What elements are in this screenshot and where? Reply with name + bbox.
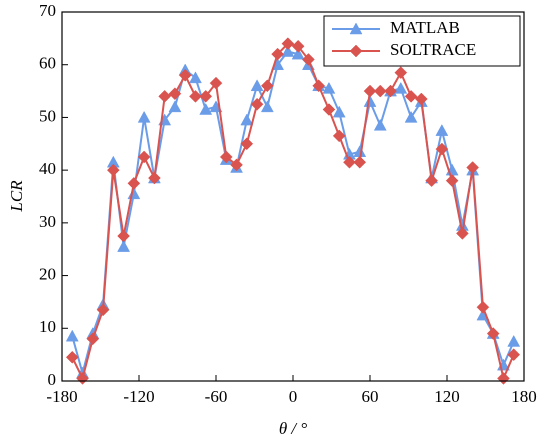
y-axis-label: LCR: [7, 180, 26, 213]
y-tick-label: 50: [39, 106, 56, 125]
data-point: [230, 158, 243, 172]
data-point: [137, 110, 151, 123]
y-tick-label: 40: [39, 159, 56, 178]
y-tick-label: 10: [39, 317, 56, 336]
data-point: [486, 327, 500, 340]
data-point: [117, 229, 130, 243]
data-point: [353, 155, 367, 169]
data-point: [425, 174, 438, 188]
y-tick-label: 60: [39, 54, 56, 73]
data-point: [168, 87, 182, 101]
legend-label: SOLTRACE: [390, 40, 476, 59]
y-tick-label: 30: [39, 212, 56, 231]
data-point: [219, 150, 233, 164]
data-point: [332, 129, 346, 143]
data-point: [291, 39, 305, 53]
data-point: [466, 161, 480, 174]
data-point: [199, 102, 213, 115]
data-point: [260, 100, 274, 113]
data-point: [322, 103, 336, 116]
data-point: [363, 95, 377, 107]
data-point: [373, 84, 387, 98]
data-point: [363, 84, 377, 98]
data-point: [106, 163, 120, 177]
y-tick-label: 70: [39, 1, 56, 20]
data-point: [302, 53, 315, 66]
data-point: [322, 81, 336, 94]
y-tick-label: 0: [48, 370, 57, 389]
data-point: [260, 79, 274, 93]
data-point: [373, 118, 387, 131]
data-point: [312, 79, 326, 93]
data-point: [240, 137, 254, 151]
data-point: [353, 145, 367, 157]
x-tick-label: -60: [205, 387, 228, 406]
legend-marker: [349, 44, 363, 58]
x-tick-label: 180: [511, 387, 537, 406]
x-tick-label: 120: [434, 387, 460, 406]
x-axis-label: θ / °: [279, 419, 308, 438]
data-point: [281, 37, 295, 50]
data-point: [404, 110, 418, 123]
data-point: [404, 89, 418, 103]
data-point: [507, 334, 521, 347]
series-line: [71, 50, 515, 377]
data-point: [394, 66, 408, 79]
data-point: [507, 348, 521, 361]
data-point: [240, 113, 254, 126]
data-point: [343, 155, 356, 169]
data-point: [189, 89, 202, 103]
x-tick-label: -180: [46, 387, 77, 406]
data-point: [137, 150, 151, 164]
data-point: [117, 240, 131, 252]
data-point: [291, 47, 305, 60]
data-point: [127, 176, 141, 190]
data-point: [148, 171, 161, 185]
y-tick-label: 20: [39, 264, 56, 283]
data-point: [65, 350, 79, 364]
data-point: [435, 142, 449, 156]
plot-frame: [61, 11, 525, 382]
data-point: [445, 174, 459, 188]
data-point: [332, 105, 346, 118]
data-point: [414, 92, 428, 106]
data-point: [86, 332, 100, 346]
data-point: [65, 329, 79, 342]
data-point: [76, 372, 89, 385]
series-line: [71, 42, 515, 382]
x-tick-label: -120: [123, 387, 154, 406]
data-point: [384, 84, 397, 98]
data-point: [168, 100, 182, 113]
data-point: [456, 227, 469, 240]
data-point: [476, 300, 490, 314]
data-point: [250, 79, 264, 92]
data-point: [158, 89, 172, 103]
data-point: [497, 372, 510, 385]
legend-label: MATLAB: [390, 18, 460, 37]
x-tick-label: 60: [362, 387, 379, 406]
data-point: [199, 89, 213, 103]
data-point: [435, 124, 449, 136]
data-point: [96, 303, 110, 317]
data-point: [394, 81, 408, 94]
data-point: [250, 97, 264, 111]
data-point: [209, 76, 223, 90]
data-point: [271, 47, 284, 61]
legend-marker: [349, 22, 363, 35]
data-point: [178, 68, 192, 82]
x-tick-label: 0: [289, 387, 298, 406]
data-point: [281, 45, 295, 57]
data-point: [189, 71, 202, 84]
